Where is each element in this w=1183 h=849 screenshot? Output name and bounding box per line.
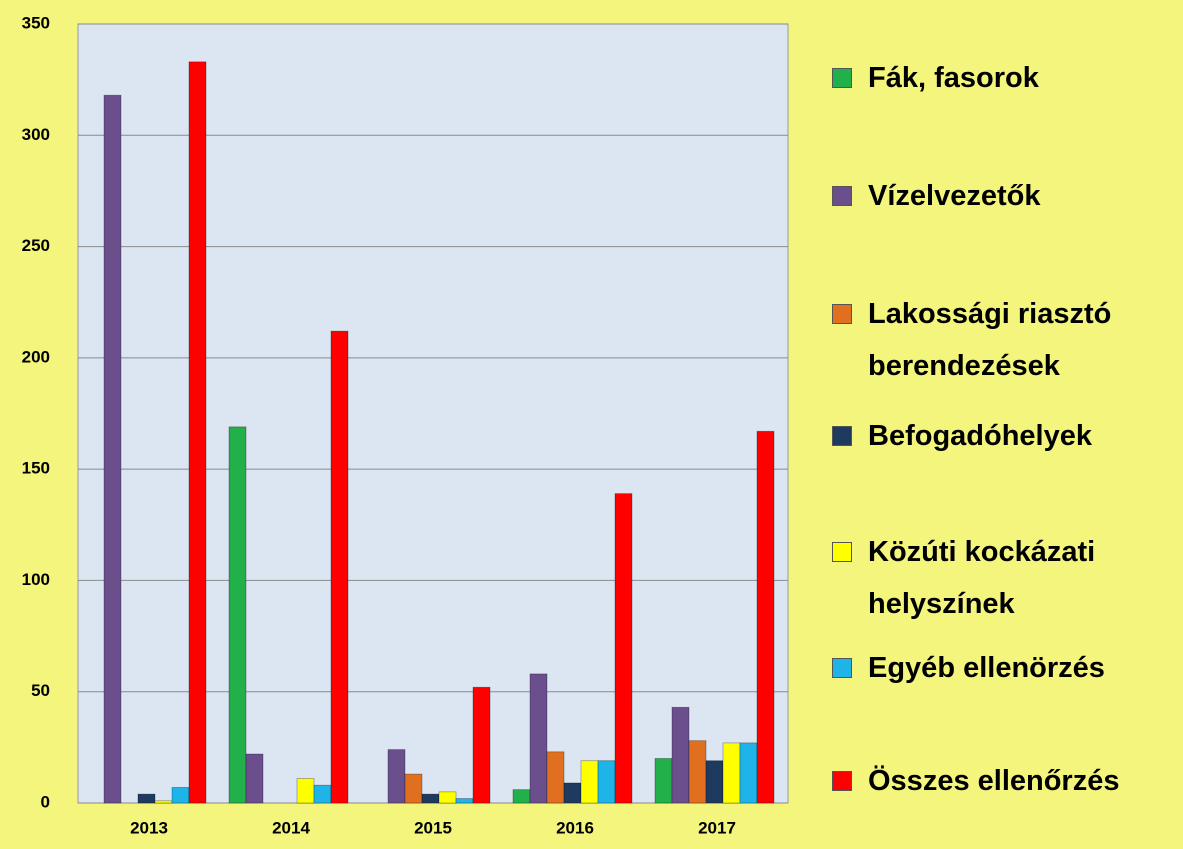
bar [245, 753, 264, 804]
bar [739, 742, 758, 804]
legend-item: Lakossági riasztó berendezések [832, 288, 1177, 392]
y-tick-label: 0 [41, 792, 50, 811]
bar [438, 791, 457, 804]
bar [597, 760, 616, 804]
y-tick-label: 250 [22, 236, 50, 255]
bar [404, 773, 423, 804]
legend-swatch [832, 304, 852, 324]
bar [529, 673, 548, 804]
legend-swatch [832, 771, 852, 791]
bar [512, 789, 531, 804]
bar [580, 760, 599, 804]
legend-label: Egyéb ellenörzés [868, 652, 1105, 684]
bar [296, 778, 315, 804]
bar [546, 751, 565, 804]
bar [472, 686, 491, 804]
legend-swatch [832, 658, 852, 678]
bar [421, 793, 440, 804]
bar [188, 61, 207, 804]
legend-swatch [832, 186, 852, 206]
bar [455, 798, 474, 804]
bar [614, 493, 633, 804]
y-tick-label: 350 [22, 13, 50, 32]
bar [387, 749, 406, 804]
bar [313, 784, 332, 804]
legend-item: Vízelvezetők [832, 170, 1177, 222]
legend-label: Lakossági riasztó berendezések [868, 298, 1112, 382]
bar [137, 793, 156, 804]
y-tick-label: 150 [22, 459, 50, 478]
bar [756, 430, 775, 804]
legend-swatch [832, 68, 852, 88]
bar [688, 740, 707, 804]
x-tick-label: 2016 [556, 818, 594, 837]
x-tick-label: 2017 [698, 818, 736, 837]
legend-label: Fák, fasorok [868, 62, 1039, 94]
y-tick-label: 100 [22, 570, 50, 589]
x-tick-label: 2015 [414, 818, 452, 837]
legend-swatch [832, 542, 852, 562]
legend-label: Befogadóhelyek [868, 420, 1092, 452]
bar [103, 94, 122, 804]
bar [722, 742, 741, 804]
legend-label: Vízelvezetők [868, 180, 1041, 212]
legend-item: Közúti kockázati helyszínek [832, 526, 1177, 630]
plot-area [77, 23, 789, 804]
legend-item: Fák, fasorok [832, 52, 1177, 104]
legend-item: Befogadóhelyek [832, 410, 1177, 462]
bar [228, 426, 247, 804]
bar [171, 787, 190, 804]
bar [654, 758, 673, 804]
y-tick-label: 50 [31, 681, 50, 700]
y-tick-label: 200 [22, 347, 50, 366]
legend-label: Közúti kockázati helyszínek [868, 536, 1096, 620]
y-tick-label: 300 [22, 125, 50, 144]
legend-item: Összes ellenőrzés [832, 755, 1177, 807]
legend-item: Egyéb ellenörzés [832, 642, 1177, 694]
legend-label: Összes ellenőrzés [868, 765, 1120, 797]
legend-swatch [832, 426, 852, 446]
bar [705, 760, 724, 804]
bar [330, 330, 349, 804]
bar [154, 800, 173, 804]
x-tick-label: 2014 [272, 818, 310, 837]
bar [671, 706, 690, 804]
x-tick-label: 2013 [130, 818, 168, 837]
bar [563, 782, 582, 804]
